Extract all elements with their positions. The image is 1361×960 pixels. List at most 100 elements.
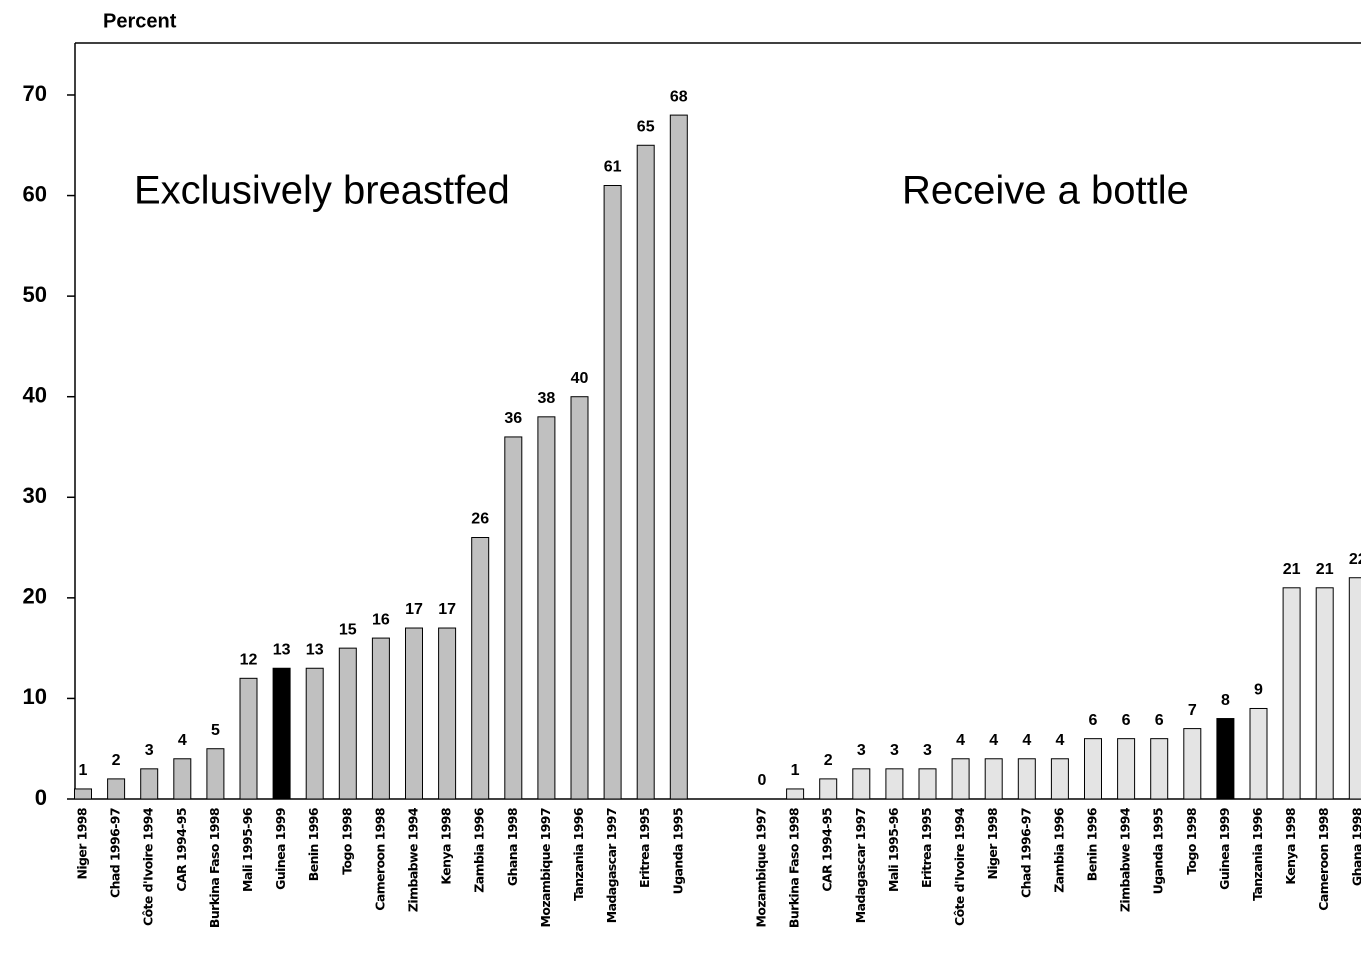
value-label: 5 — [211, 722, 220, 739]
x-tick-label: Burkina Faso 1998 — [207, 808, 222, 928]
x-tick-label: Uganda 1995 — [670, 808, 685, 894]
x-tick-label: Mali 1995-96 — [240, 807, 255, 892]
x-tick-label: Ghana 1998 — [505, 808, 520, 886]
y-tick-label: 20 — [23, 584, 47, 609]
y-tick-label: 50 — [23, 282, 47, 307]
value-label: 21 — [1283, 561, 1301, 578]
bar — [1216, 718, 1235, 800]
y-tick-label: 40 — [23, 383, 47, 408]
value-label: 15 — [339, 621, 357, 638]
bar — [173, 758, 192, 800]
value-label: 3 — [145, 742, 154, 759]
value-label: 7 — [1188, 702, 1197, 719]
bar — [438, 627, 457, 800]
bar — [272, 667, 291, 800]
x-tick-label: Côte d'Ivoire 1994 — [141, 807, 156, 926]
y-axis-label: Percent — [103, 10, 177, 32]
x-tick-label: Madagascar 1997 — [604, 808, 619, 923]
x-tick-label: Zimbabwe 1994 — [406, 807, 421, 912]
x-tick-label: Zambia 1996 — [1051, 807, 1066, 893]
value-label: 9 — [1254, 682, 1263, 699]
bar — [984, 758, 1003, 800]
value-label: 4 — [1022, 732, 1031, 749]
x-tick-label: CAR 1994-95 — [820, 808, 835, 892]
x-tick-label: Guinea 1999 — [1217, 808, 1232, 890]
value-label: 13 — [306, 641, 324, 658]
x-tick-label: Niger 1998 — [75, 808, 90, 879]
x-tick-label: Ghana 1998 — [1349, 808, 1361, 886]
x-tick-label: Côte d'Ivoire 1994 — [952, 807, 967, 926]
value-label: 61 — [604, 159, 622, 176]
bar — [1084, 738, 1102, 800]
bar — [1150, 738, 1169, 800]
x-tick-label: Mozambique 1997 — [538, 808, 553, 927]
bar — [1348, 577, 1361, 800]
bar — [537, 416, 556, 800]
x-tick-label: Burkina Faso 1998 — [787, 808, 802, 928]
bar — [405, 627, 423, 800]
bar — [1282, 587, 1301, 800]
x-tick-label: Mali 1995-96 — [886, 807, 901, 892]
value-label: 2 — [824, 752, 833, 769]
bar — [852, 768, 871, 800]
bar — [570, 396, 589, 800]
y-tick-label: 10 — [23, 684, 47, 709]
value-label: 6 — [1155, 712, 1164, 729]
value-label: 1 — [79, 762, 88, 779]
bar — [371, 637, 390, 800]
value-label: 0 — [758, 772, 767, 789]
x-tick-label: Zambia 1996 — [472, 807, 487, 893]
value-label: 3 — [857, 742, 866, 759]
value-label: 4 — [1055, 732, 1064, 749]
group-title: Exclusively breastfed — [134, 169, 510, 213]
x-tick-label: Uganda 1995 — [1151, 808, 1166, 894]
y-tick-label: 0 — [35, 785, 47, 810]
value-label: 8 — [1221, 692, 1230, 709]
value-label: 1 — [791, 762, 800, 779]
x-tick-label: Mozambique 1997 — [754, 808, 769, 927]
value-label: 4 — [956, 732, 965, 749]
x-tick-label: Benin 1996 — [306, 807, 321, 881]
value-label: 12 — [240, 652, 258, 669]
value-label: 40 — [571, 370, 589, 387]
value-label: 6 — [1122, 712, 1131, 729]
bar — [636, 144, 655, 800]
bar — [504, 436, 523, 800]
bar — [1017, 758, 1036, 800]
bar — [1249, 707, 1268, 800]
value-label: 65 — [637, 118, 655, 135]
value-label: 36 — [504, 410, 522, 427]
x-tick-label: Guinea 1999 — [273, 808, 288, 890]
value-label: 17 — [438, 601, 456, 618]
value-label: 21 — [1316, 561, 1334, 578]
bar — [786, 788, 805, 800]
x-tick-label: Chad 1996-97 — [108, 808, 123, 898]
x-tick-label: Togo 1998 — [1184, 808, 1199, 875]
x-tick-label: Benin 1996 — [1085, 807, 1100, 881]
x-tick-label: Kenya 1998 — [1283, 808, 1298, 885]
x-tick-label: Cameroon 1998 — [1316, 808, 1331, 911]
bar — [140, 768, 159, 800]
group-title: Receive a bottle — [902, 169, 1189, 213]
value-label: 22 — [1349, 551, 1361, 568]
bar — [107, 778, 126, 800]
value-label: 2 — [112, 752, 121, 769]
value-label: 68 — [670, 88, 688, 105]
bar — [471, 537, 490, 800]
bar — [338, 647, 357, 800]
bar — [918, 768, 937, 800]
bar — [1183, 728, 1202, 800]
value-label: 17 — [405, 601, 423, 618]
x-tick-label: Madagascar 1997 — [853, 808, 868, 923]
x-tick-label: Tanzania 1996 — [1250, 807, 1265, 901]
x-tick-label: Chad 1996-97 — [1018, 808, 1033, 898]
bar — [1315, 587, 1334, 800]
y-tick-label: 60 — [23, 181, 47, 206]
bar — [669, 114, 688, 800]
value-label: 3 — [890, 742, 899, 759]
value-label: 4 — [989, 732, 998, 749]
y-tick-label: 70 — [23, 81, 47, 106]
bar — [206, 748, 225, 800]
x-tick-label: Togo 1998 — [339, 808, 354, 875]
